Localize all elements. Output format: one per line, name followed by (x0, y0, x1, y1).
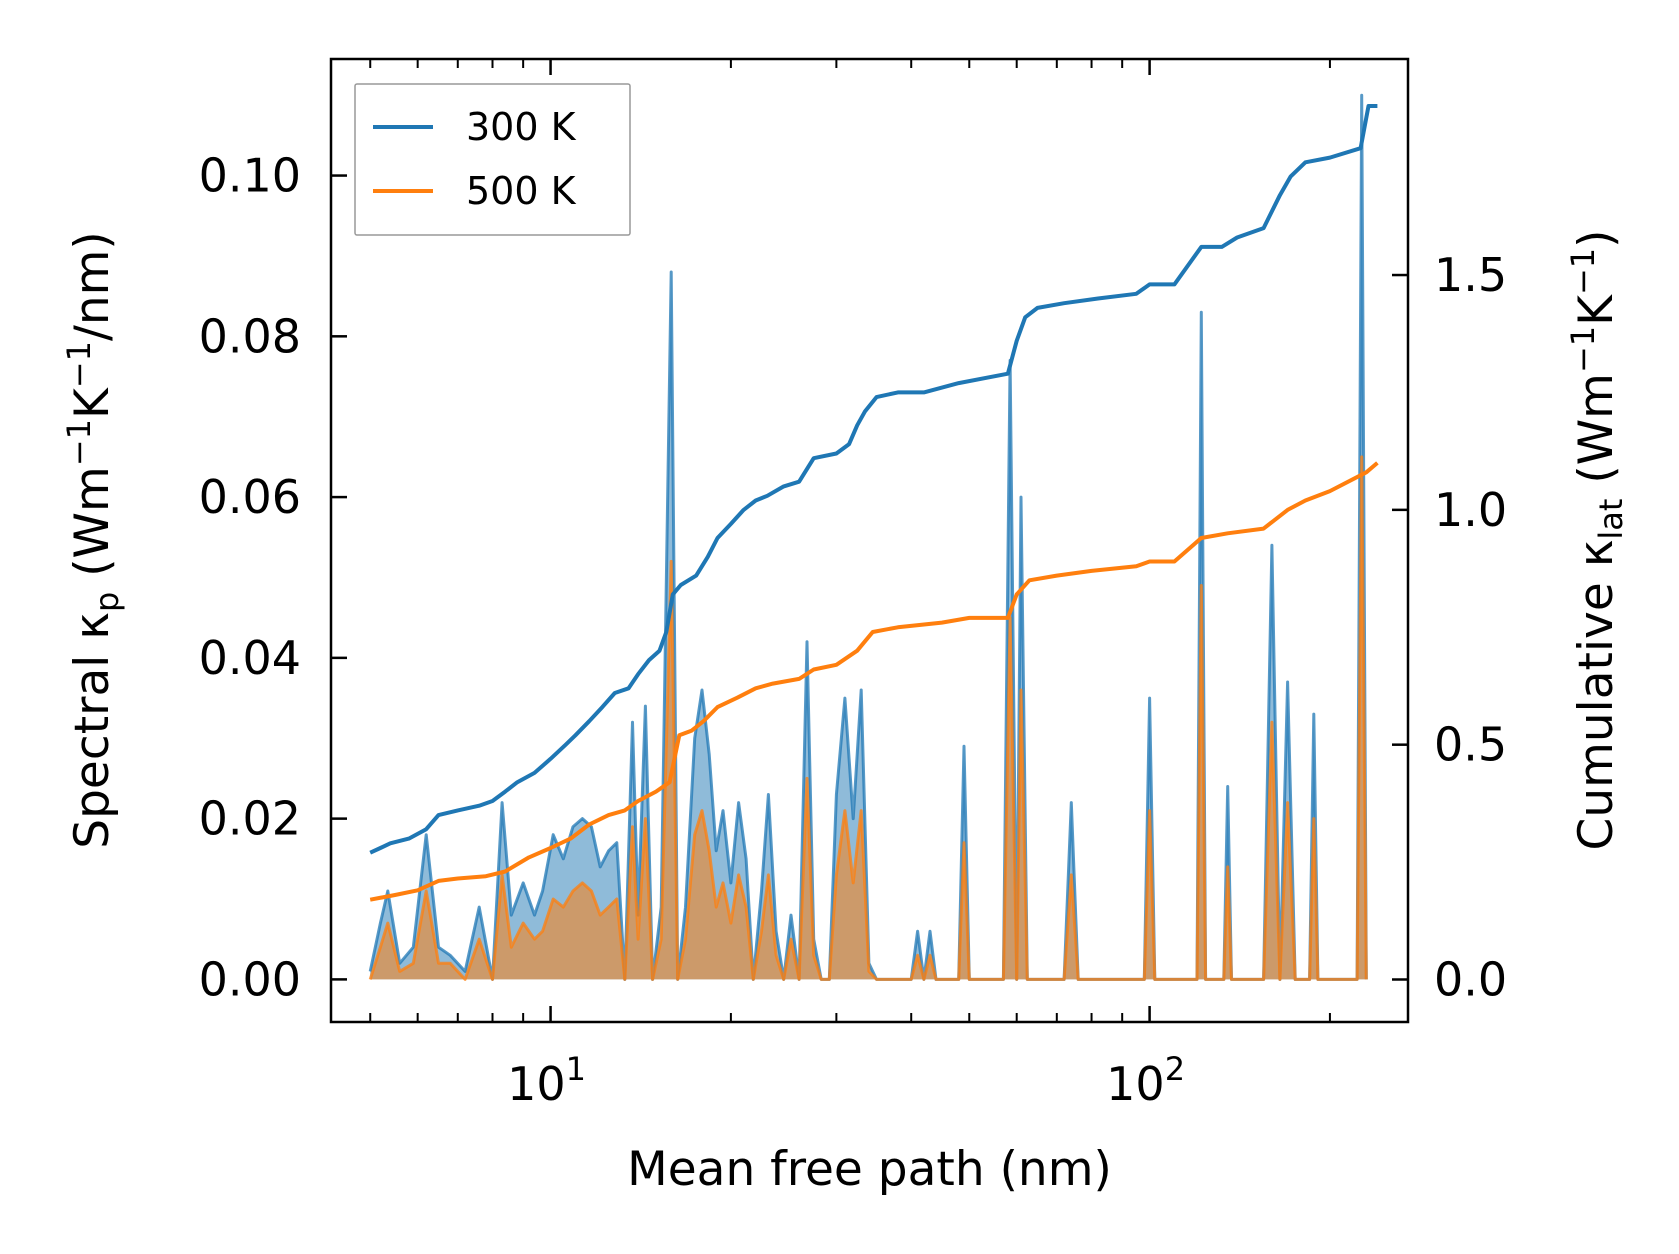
y-left-tick-label: 0.08 (199, 309, 301, 363)
cumulative-layer (369, 104, 1379, 902)
y-left-tick-label: 0.10 (199, 149, 301, 203)
x-axis-label: Mean free path (nm) (627, 1142, 1112, 1197)
legend-label-500k: 500 K (466, 169, 577, 213)
y-right-tick-label: 1.0 (1434, 483, 1507, 537)
plot-frame (329, 57, 1410, 1024)
y-left-tick-label: 0.06 (199, 470, 301, 524)
y-right-axis-label: Cumulative κlat (Wm−1K−1) (1564, 229, 1630, 850)
y-right-tick-label: 1.5 (1434, 248, 1507, 302)
spectral-500k-line (368, 455, 1368, 981)
y-right-tick-label: 0.5 (1434, 718, 1507, 772)
y-left-tick-label: 0.04 (199, 631, 301, 685)
series-500k-line (369, 461, 1379, 902)
labels-layer: 101 102 0.00 0.02 0.04 0.06 0.08 0.10 0.0 0.5 1.0 1… (60, 149, 1630, 1197)
y-left-tick-label: 0.00 (199, 952, 301, 1006)
spectral-layer (368, 93, 1368, 981)
y-left-axis-label: Spectral κp (Wm−1K−1/nm) (60, 231, 126, 848)
legend: 300 K 500 K (354, 83, 631, 236)
series-300k-line (369, 104, 1378, 855)
y-right-tick-label: 0.0 (1434, 952, 1507, 1006)
legend-box (354, 83, 631, 236)
x-tick-label: 102 (1106, 1050, 1185, 1111)
axes-layer (329, 57, 1410, 1024)
x-tick-label: 101 (507, 1050, 586, 1111)
y-left-tick-label: 0.02 (199, 792, 301, 846)
legend-label-300k: 300 K (466, 105, 577, 149)
